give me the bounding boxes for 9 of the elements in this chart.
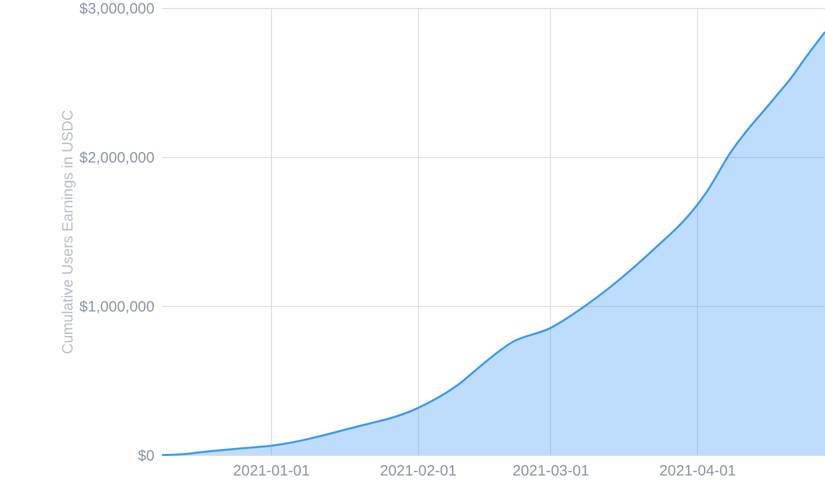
x-tick-label: 2021-02-01 xyxy=(380,462,457,480)
y-tick-label: $3,000,000 xyxy=(79,0,154,18)
x-tick-label: 2021-03-01 xyxy=(512,462,590,480)
x-tick-label: 2021-04-01 xyxy=(659,462,736,480)
y-tick-label: $0 xyxy=(138,448,154,464)
y-axis-title: Cumulative Users Earnings in USDC xyxy=(59,110,76,354)
y-tick-label: $2,000,000 xyxy=(79,150,154,166)
y-tick-label: $1,000,000 xyxy=(79,298,154,316)
x-tick-label: 2021-01-01 xyxy=(233,462,310,480)
